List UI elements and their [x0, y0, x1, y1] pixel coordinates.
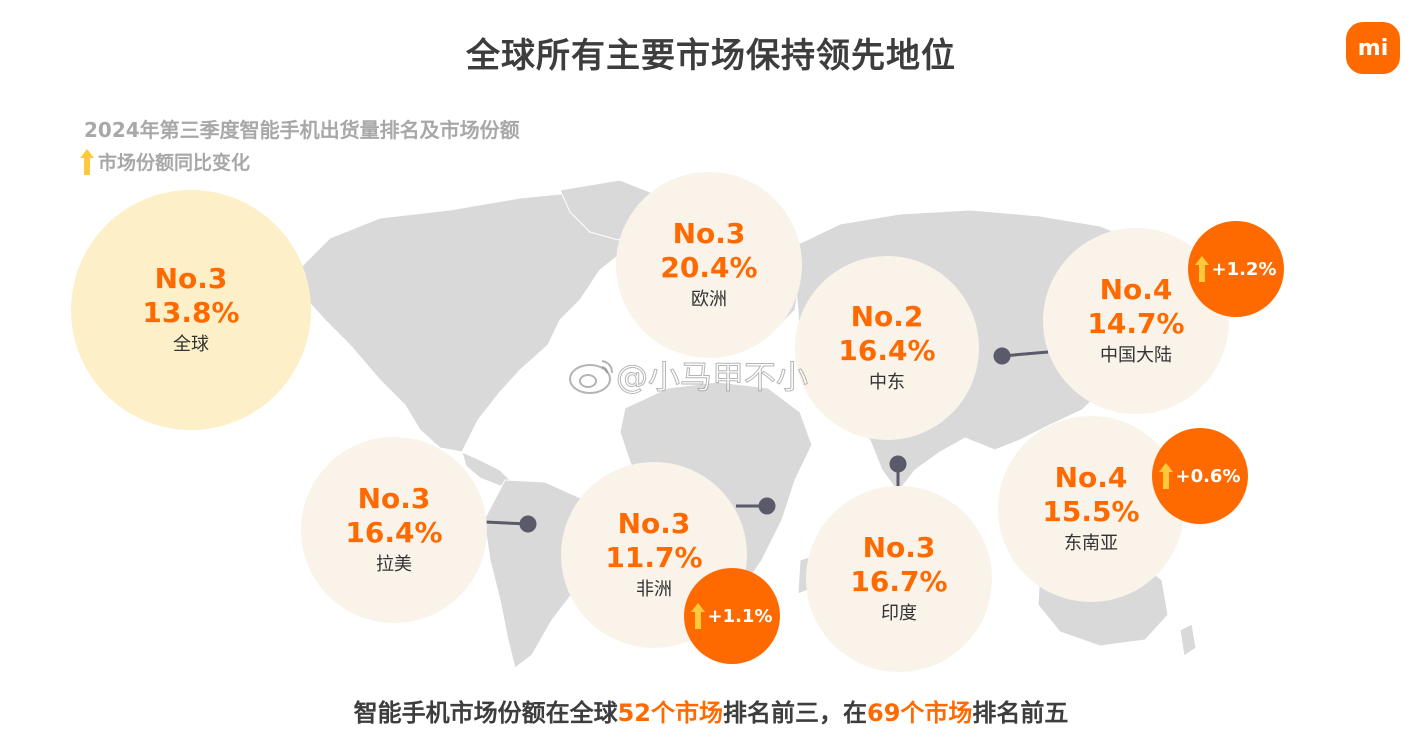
change-badge-china: +1.2% [1188, 221, 1284, 317]
region-circle-europe: No.3 20.4% 欧洲 [616, 172, 802, 358]
rank-label: No.3 [617, 507, 691, 540]
rank-label: No.3 [862, 531, 936, 564]
region-name: 全球 [173, 334, 209, 355]
change-value: +0.6% [1175, 465, 1241, 487]
share-value: 15.5% [1042, 495, 1140, 528]
region-circle-india: No.3 16.7% 印度 [806, 486, 992, 672]
share-value: 13.8% [142, 296, 240, 329]
region-name: 东南亚 [1064, 533, 1118, 554]
region-name: 非洲 [636, 579, 672, 600]
change-value: +1.1% [707, 605, 773, 627]
region-name: 中东 [869, 372, 905, 393]
footer-text-3: 排名前五 [972, 699, 1069, 727]
xiaomi-logo: mi [1346, 22, 1400, 74]
share-value: 20.4% [660, 251, 758, 284]
africa-dot [758, 497, 776, 515]
footer-highlight-2: 69个市场 [867, 699, 973, 727]
legend: 市场份额同比变化 [80, 148, 250, 175]
rank-label: No.3 [672, 217, 746, 250]
share-value: 16.7% [850, 565, 948, 598]
rank-label: No.4 [1099, 273, 1173, 306]
india-dot [889, 455, 907, 473]
region-name: 拉美 [376, 554, 412, 575]
change-value: +1.2% [1211, 258, 1277, 280]
region-name: 印度 [881, 603, 917, 624]
rank-label: No.4 [1054, 461, 1128, 494]
region-circle-global: No.3 13.8% 全球 [71, 190, 311, 430]
footer-highlight-1: 52个市场 [617, 699, 723, 727]
region-name: 欧洲 [691, 289, 727, 310]
weibo-icon [569, 360, 613, 394]
watermark: @小马甲不小 [568, 352, 809, 398]
region-circle-middle-east: No.2 16.4% 中东 [795, 256, 979, 440]
up-arrow-icon [80, 148, 94, 175]
watermark-text: @小马甲不小 [615, 358, 809, 397]
region-circle-sea: No.4 15.5% 东南亚 [998, 416, 1184, 602]
region-circle-latam: No.3 16.4% 拉美 [301, 437, 487, 623]
latam-dot [519, 515, 537, 533]
change-badge-sea: +0.6% [1152, 428, 1248, 524]
footer-summary: 智能手机市场份额在全球52个市场排名前三，在69个市场排名前五 [0, 693, 1422, 728]
china-dot [993, 347, 1011, 365]
share-value: 16.4% [345, 516, 443, 549]
change-badge-africa: +1.1% [684, 568, 780, 664]
up-arrow-icon [1195, 256, 1210, 282]
share-value: 11.7% [605, 541, 703, 574]
up-arrow-icon [691, 603, 706, 629]
footer-text-1: 智能手机市场份额在全球 [353, 699, 618, 727]
share-value: 16.4% [838, 334, 936, 367]
share-value: 14.7% [1087, 307, 1185, 340]
rank-label: No.3 [357, 482, 431, 515]
rank-label: No.3 [154, 262, 228, 295]
up-arrow-icon [1159, 463, 1174, 489]
chart-subtitle: 2024年第三季度智能手机出货量排名及市场份额 [84, 118, 520, 142]
region-name: 中国大陆 [1100, 345, 1172, 366]
legend-label: 市场份额同比变化 [98, 152, 251, 174]
rank-label: No.2 [850, 300, 924, 333]
footer-text-2: 排名前三，在 [723, 699, 867, 727]
page-title: 全球所有主要市场保持领先地位 [466, 36, 956, 76]
